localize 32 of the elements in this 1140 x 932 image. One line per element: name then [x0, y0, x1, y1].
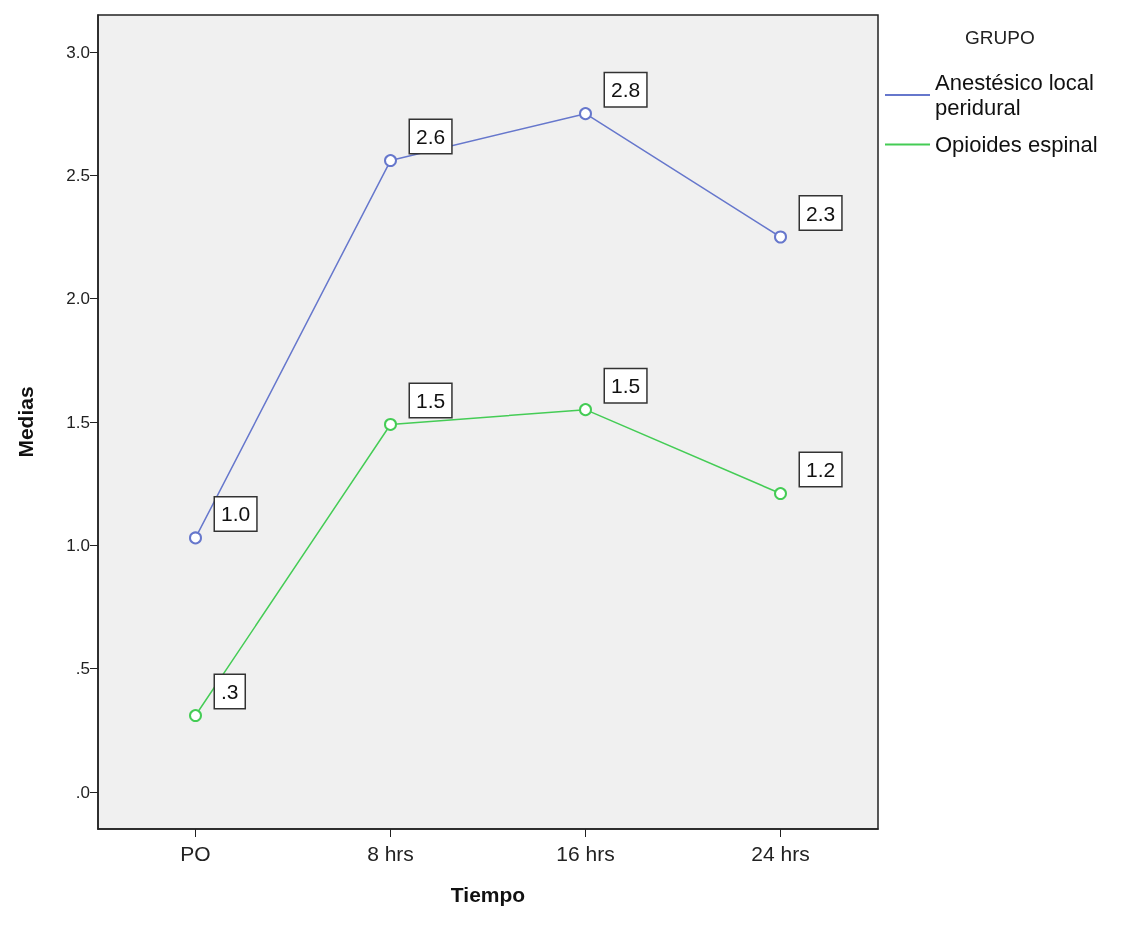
data-label: 2.6	[416, 125, 446, 149]
x-tick-label: 8 hrs	[367, 842, 414, 865]
x-tick-label: PO	[180, 842, 211, 865]
point	[189, 531, 202, 545]
legend-title: GRUPO	[965, 27, 1035, 48]
data-label: .3	[221, 680, 239, 704]
data-label: 2.8	[611, 78, 641, 102]
data-label: 2.3	[806, 201, 836, 225]
data-label: 1.0	[221, 502, 251, 526]
data-label: 1.5	[611, 374, 641, 398]
legend-label: Opioides espinal	[935, 132, 1098, 157]
point	[579, 403, 592, 417]
legend-label: Anestésico local peridural	[935, 70, 1094, 120]
point	[579, 107, 592, 121]
y-tick-label: 1.5	[66, 412, 90, 432]
y-tick-label: 2.0	[66, 289, 90, 309]
y-tick-label: 2.5	[66, 165, 90, 185]
y-tick-label: .0	[75, 782, 90, 802]
x-tick-label: 16 hrs	[556, 842, 615, 865]
point	[384, 417, 397, 431]
y-axis-title: Medias	[14, 386, 37, 458]
x-axis-title: Tiempo	[450, 883, 526, 906]
y-tick-label: 1.0	[66, 535, 90, 555]
data-label: 1.5	[416, 388, 446, 412]
point	[384, 154, 397, 168]
y-tick-label: .5	[75, 659, 90, 679]
point	[774, 230, 787, 244]
x-tick-label: 24 hrs	[751, 842, 810, 865]
point	[189, 709, 202, 723]
point	[774, 487, 787, 501]
data-label: 1.2	[806, 458, 836, 482]
y-tick-label: 3.0	[66, 42, 90, 62]
